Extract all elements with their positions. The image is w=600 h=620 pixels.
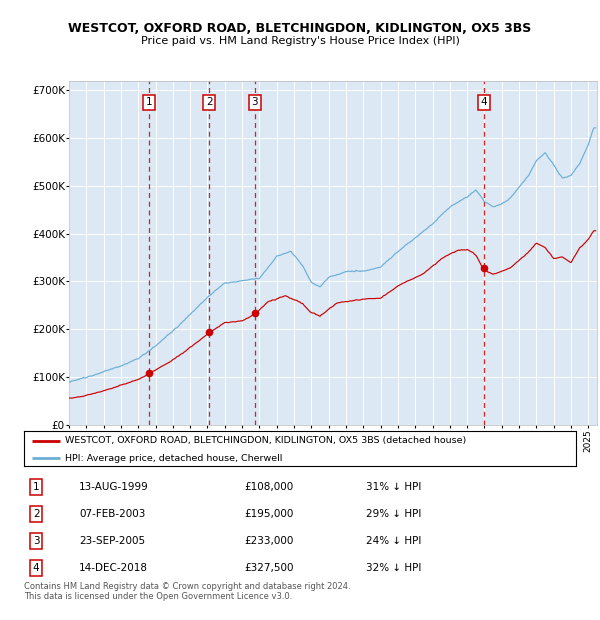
Text: Contains HM Land Registry data © Crown copyright and database right 2024.
This d: Contains HM Land Registry data © Crown c… bbox=[24, 582, 350, 601]
Text: 1: 1 bbox=[146, 97, 152, 107]
Text: £195,000: £195,000 bbox=[245, 509, 294, 519]
Text: 31% ↓ HPI: 31% ↓ HPI bbox=[366, 482, 422, 492]
Text: WESTCOT, OXFORD ROAD, BLETCHINGDON, KIDLINGTON, OX5 3BS (detached house): WESTCOT, OXFORD ROAD, BLETCHINGDON, KIDL… bbox=[65, 436, 467, 445]
Text: WESTCOT, OXFORD ROAD, BLETCHINGDON, KIDLINGTON, OX5 3BS: WESTCOT, OXFORD ROAD, BLETCHINGDON, KIDL… bbox=[68, 22, 532, 35]
Text: Price paid vs. HM Land Registry's House Price Index (HPI): Price paid vs. HM Land Registry's House … bbox=[140, 36, 460, 46]
Text: 14-DEC-2018: 14-DEC-2018 bbox=[79, 563, 148, 573]
Text: 4: 4 bbox=[33, 563, 40, 573]
Text: HPI: Average price, detached house, Cherwell: HPI: Average price, detached house, Cher… bbox=[65, 454, 283, 463]
Text: 13-AUG-1999: 13-AUG-1999 bbox=[79, 482, 149, 492]
Text: £327,500: £327,500 bbox=[245, 563, 295, 573]
Text: 2: 2 bbox=[33, 509, 40, 519]
Text: 3: 3 bbox=[33, 536, 40, 546]
Text: 4: 4 bbox=[481, 97, 487, 107]
Text: 2: 2 bbox=[206, 97, 212, 107]
Text: £233,000: £233,000 bbox=[245, 536, 294, 546]
Text: 24% ↓ HPI: 24% ↓ HPI bbox=[366, 536, 422, 546]
Text: 3: 3 bbox=[251, 97, 258, 107]
Text: £108,000: £108,000 bbox=[245, 482, 294, 492]
Text: 23-SEP-2005: 23-SEP-2005 bbox=[79, 536, 145, 546]
Text: 1: 1 bbox=[33, 482, 40, 492]
Text: 07-FEB-2003: 07-FEB-2003 bbox=[79, 509, 146, 519]
Text: 29% ↓ HPI: 29% ↓ HPI bbox=[366, 509, 422, 519]
Text: 32% ↓ HPI: 32% ↓ HPI bbox=[366, 563, 422, 573]
